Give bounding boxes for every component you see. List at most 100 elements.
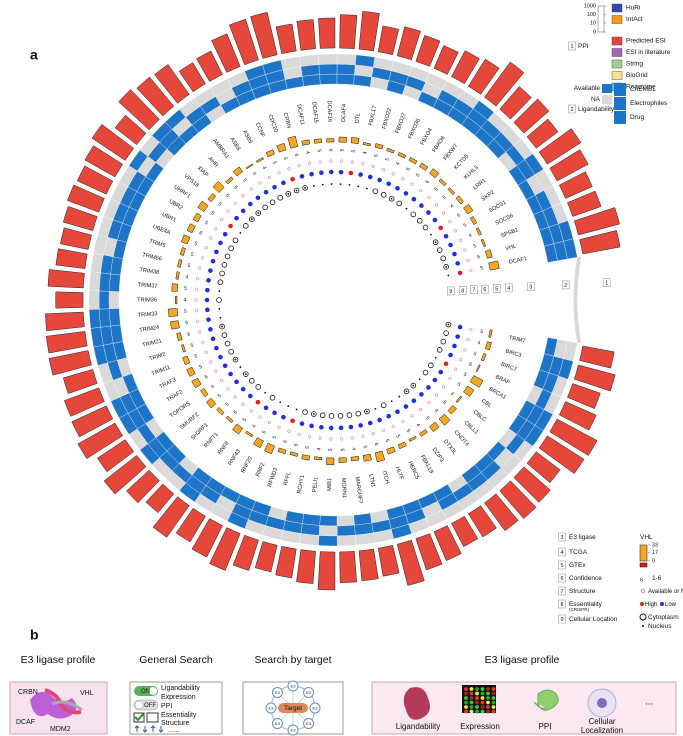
expression-dot [491, 709, 496, 714]
structure-icon [226, 209, 230, 213]
structure-icon [226, 387, 230, 391]
number-box [558, 560, 566, 570]
location-cytoplasm [428, 362, 434, 369]
structure-icon [453, 367, 458, 371]
location-cytoplasm [285, 191, 292, 197]
profile-item: Cellular [588, 717, 615, 726]
panel-label: a [30, 47, 38, 63]
tcga-bar [225, 415, 234, 424]
location-nucleus [405, 207, 408, 210]
confidence: 5 [480, 265, 484, 271]
number-box [470, 285, 478, 294]
location-nucleus [239, 232, 242, 234]
number-box [526, 282, 535, 291]
confidence: 5 [305, 445, 311, 449]
confidence: 5 [456, 382, 462, 389]
e3-name: FBXO4 [420, 127, 434, 146]
essentiality-dot [222, 231, 228, 237]
node-label: E3 [313, 705, 319, 710]
tcga-bar [216, 407, 225, 416]
number-box [481, 284, 489, 294]
tcga-bar [475, 364, 481, 373]
expression-dot [464, 700, 468, 705]
ligandability-cell [318, 525, 338, 537]
ring-number: 7 [472, 288, 475, 294]
confidence: 5 [193, 241, 198, 248]
legend-label: Predicted ESI [626, 38, 666, 45]
confidence: 5 [405, 428, 412, 434]
e3-name: DCAF16 [326, 101, 333, 123]
confidence: 4 [415, 422, 422, 428]
tcga-bar [287, 135, 299, 149]
e3-name: CNOT4 [453, 430, 470, 448]
essentiality-dot [319, 170, 324, 176]
location-cytoplasm [255, 384, 262, 390]
confidence: 5 [339, 448, 345, 451]
structure-icon [453, 229, 458, 233]
legend-example: 6 [640, 577, 643, 583]
location-nucleus [445, 265, 448, 268]
location-cytoplasm [269, 199, 276, 206]
location-cytoplasm [217, 279, 224, 285]
scale-label: 10 [590, 20, 596, 26]
ppi-bar [62, 206, 98, 231]
e3-name: DCAF15 [310, 101, 318, 123]
essentiality-dot [281, 414, 286, 420]
tcga-bar [438, 178, 447, 187]
search-item: PPI [161, 703, 172, 710]
confidence: 6 [424, 179, 431, 185]
location-cytoplasm [443, 264, 449, 270]
tcga-bar [488, 260, 500, 271]
ppi-bar [526, 451, 561, 484]
e3-name: AHR [207, 156, 219, 169]
legend-tcga [639, 544, 648, 562]
location-nucleus [390, 400, 393, 403]
e3-name: TRIM21 [142, 338, 163, 348]
tcga-bar [197, 200, 209, 212]
legend-example: VHL [640, 534, 653, 541]
ligandability-cell [563, 238, 578, 260]
legend-swatch [614, 111, 626, 124]
tcga-bar [374, 450, 386, 463]
legend-label: String [626, 61, 643, 68]
tcga-bar [245, 430, 254, 438]
number-box [558, 586, 566, 596]
essentiality-dot [438, 225, 444, 231]
confidence: 5 [328, 448, 334, 451]
expression-dot [475, 700, 479, 705]
node-label: E3 [306, 721, 312, 726]
ppi-bar [250, 11, 278, 59]
confidence: 6 [327, 149, 333, 152]
e3-name: DCAF4 [341, 104, 348, 123]
ligandability-cell [336, 515, 355, 527]
e3-name: BIRC3 [505, 349, 523, 359]
essentiality-dot [299, 174, 305, 179]
e3-name: FBXO6 [432, 135, 447, 154]
location-cytoplasm [243, 371, 249, 377]
panel-b: E3 ligase profile General Search Search … [9, 654, 677, 736]
ppi-bar [114, 114, 147, 145]
essentiality-dot [206, 317, 211, 322]
tcga-bar [408, 435, 417, 442]
e3-name: TRAF2 [166, 389, 184, 403]
ligandability-cell [336, 524, 356, 537]
location-cytoplasm [248, 216, 255, 222]
location-cytoplasm [346, 412, 353, 418]
number-box [568, 104, 576, 114]
e3-name: FBXO27 [395, 112, 408, 134]
tcga-bar [176, 332, 183, 342]
ppi-bar [339, 14, 358, 50]
tcga-bar [253, 437, 264, 449]
confidence: 5 [442, 194, 448, 200]
e3-name: TRIM36 [137, 297, 157, 303]
tcga-bar [475, 227, 482, 236]
location-nucleus [398, 395, 401, 398]
location-cytoplasm [243, 223, 249, 229]
e3-name: UBE4A [152, 224, 172, 237]
legend-low [660, 602, 664, 606]
structure-icon [198, 330, 202, 334]
ppi-bar [538, 128, 582, 165]
structure-icon [267, 175, 271, 180]
structure-icon [196, 319, 200, 323]
node-label: E3 [291, 683, 297, 688]
